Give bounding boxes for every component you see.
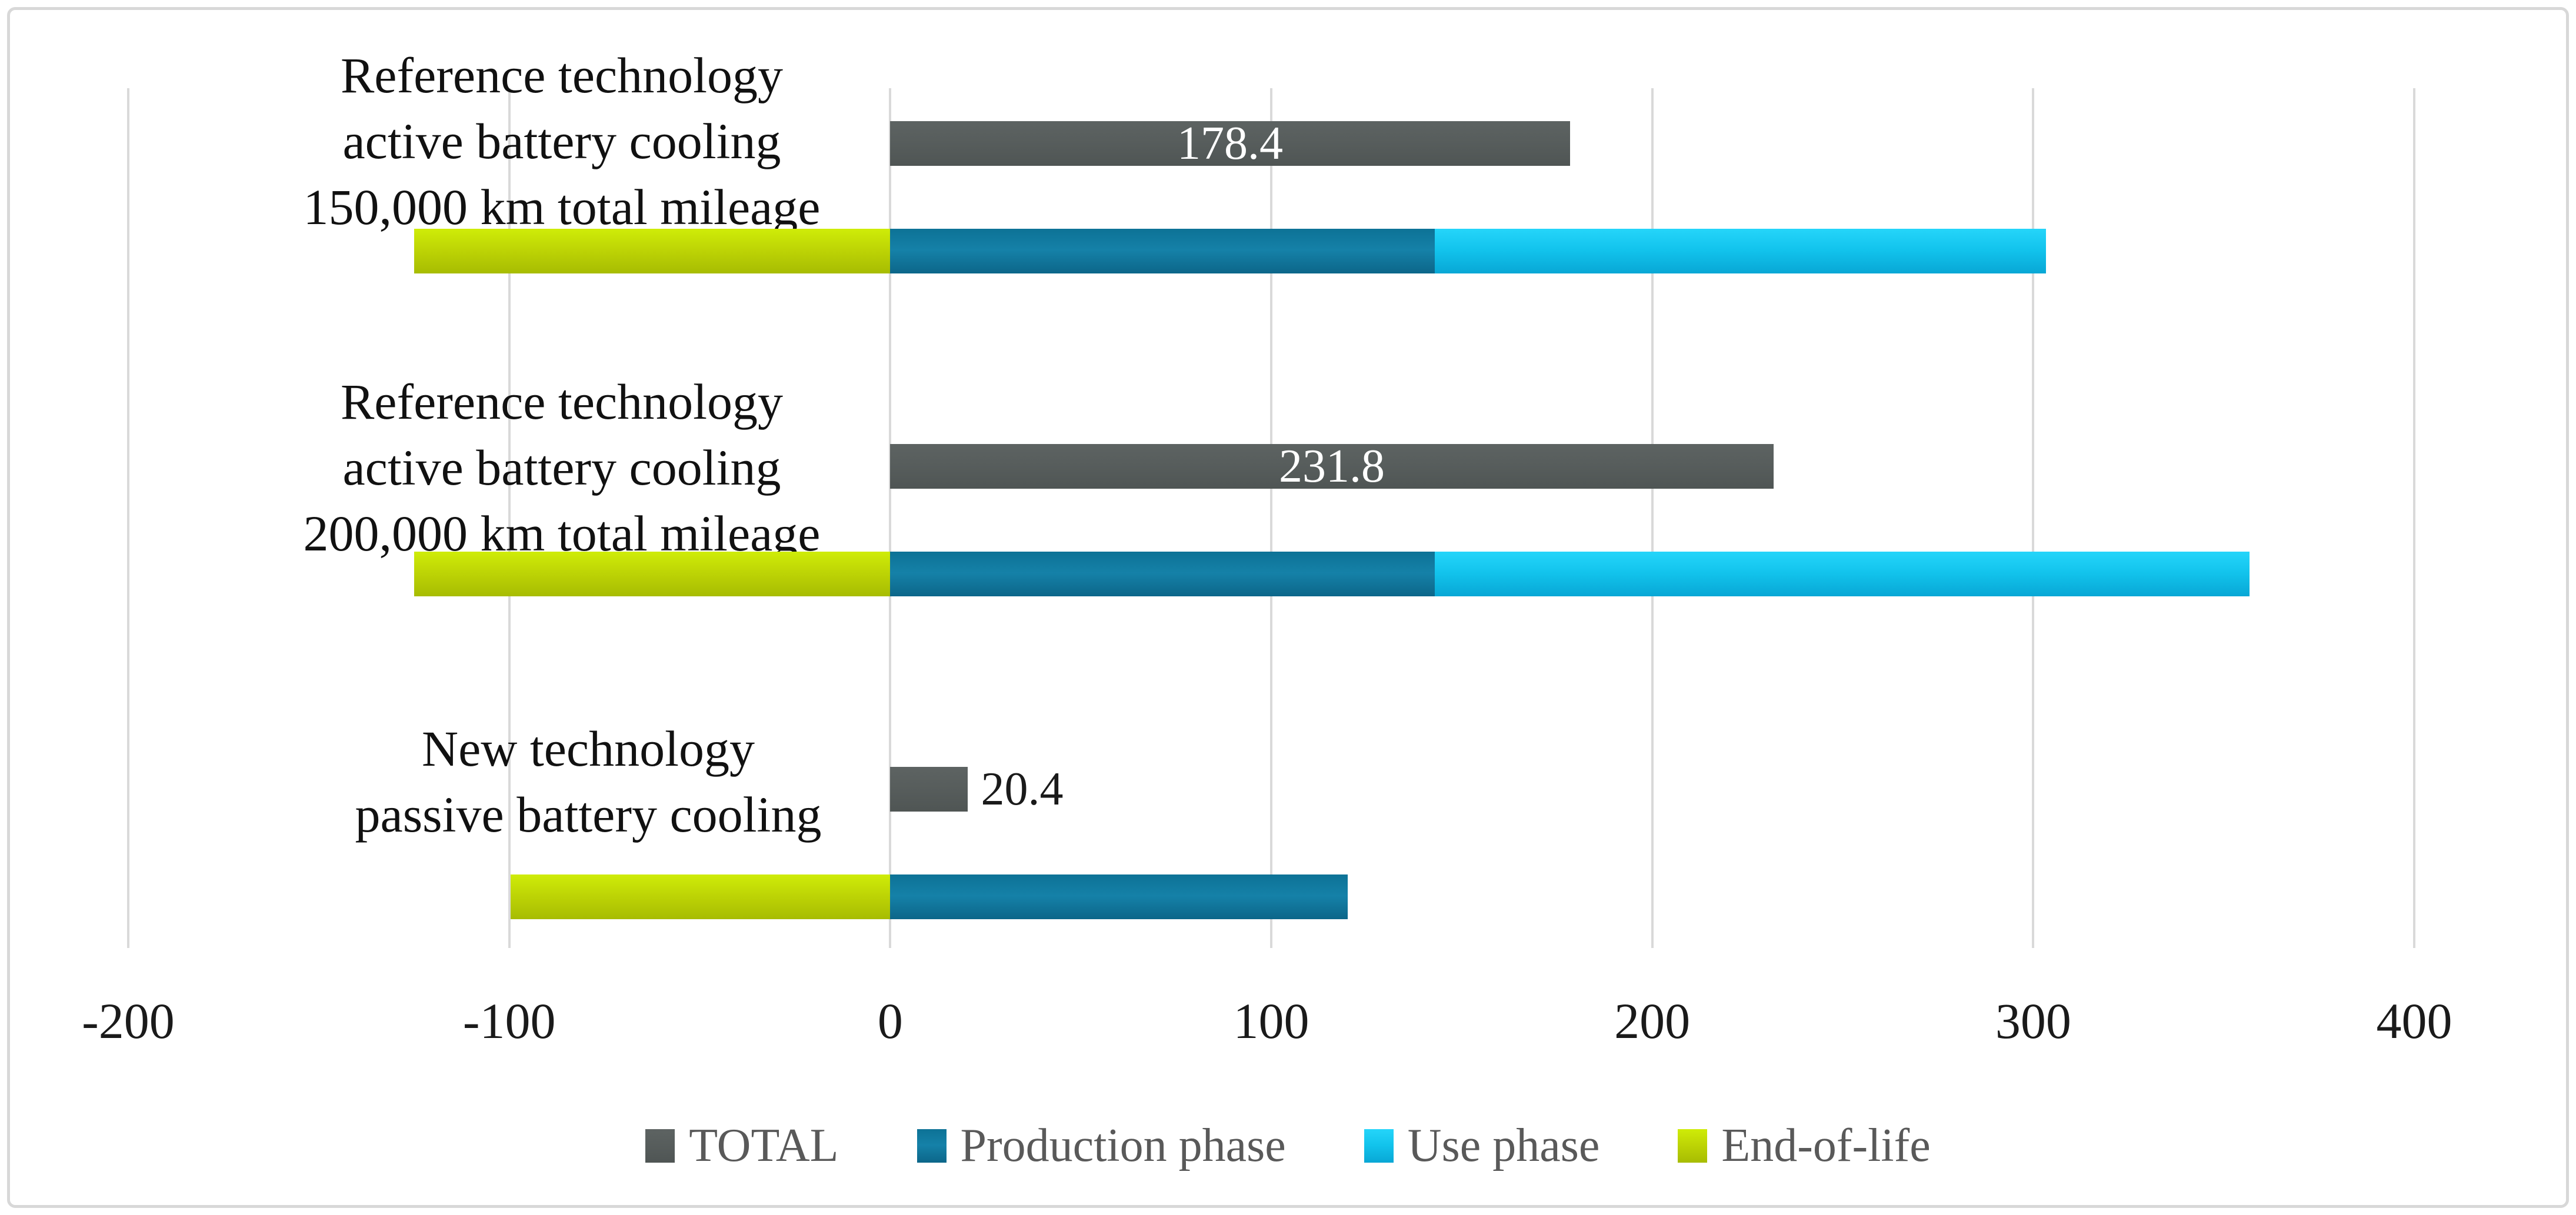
- x-tick--100: -100: [462, 993, 556, 1049]
- x-tick--200: -200: [82, 993, 175, 1049]
- x-tick-300: 300: [1995, 993, 2071, 1049]
- x-tick-0: 0: [877, 993, 903, 1049]
- category-label-line: active battery cooling: [342, 113, 781, 169]
- gridline--100: [508, 88, 511, 948]
- legend-label-end-of-life: End-of-life: [1721, 1119, 1931, 1171]
- legend-swatch-end-of-life: [1678, 1129, 1708, 1163]
- category-label-1: Reference technology active battery cooli…: [91, 42, 1032, 240]
- category-label-line: active battery cooling: [342, 439, 781, 496]
- use-phase-bar: [1435, 552, 2250, 596]
- gridline-400: [2413, 88, 2415, 948]
- production-phase-bar: [890, 552, 1435, 596]
- end-of-life-bar: [511, 874, 891, 919]
- legend-item-use-phase: Use phase: [1364, 1119, 1600, 1173]
- x-tick-200: 200: [1614, 993, 1691, 1049]
- use-phase-bar: [1435, 229, 2047, 273]
- category-label-line: 150,000 km total mileage: [303, 179, 821, 235]
- total-value-label: 178.4: [1177, 118, 1284, 169]
- legend-swatch-production-phase: [917, 1129, 947, 1163]
- category-label-3: New technology passive battery cooling: [118, 716, 1059, 847]
- gridline-200: [1651, 88, 1654, 948]
- legend-item-production-phase: Production phase: [917, 1119, 1286, 1173]
- category-label-line: Reference technology: [340, 373, 784, 430]
- gridline-0: [889, 88, 892, 948]
- gridline--200: [127, 88, 129, 948]
- category-label-line: Reference technology: [340, 47, 784, 104]
- legend-label-total: TOTAL: [689, 1119, 839, 1171]
- total-value-label: 20.4: [981, 763, 1064, 815]
- legend-label-use-phase: Use phase: [1407, 1119, 1600, 1171]
- production-phase-bar: [890, 229, 1435, 273]
- gridline-300: [2032, 88, 2035, 948]
- total-bar: [890, 444, 1774, 489]
- total-value-label: 231.8: [1278, 440, 1385, 492]
- chart-frame: [7, 7, 2569, 1208]
- legend-swatch-total: [645, 1129, 675, 1163]
- production-phase-bar: [890, 874, 1348, 919]
- legend-swatch-use-phase: [1364, 1129, 1394, 1163]
- x-tick-400: 400: [2376, 993, 2452, 1049]
- total-bar: [890, 767, 968, 812]
- gridline-100: [1270, 88, 1272, 948]
- x-tick-100: 100: [1233, 993, 1309, 1049]
- end-of-life-bar: [414, 229, 891, 273]
- category-label-line: passive battery cooling: [355, 786, 822, 843]
- legend: TOTAL Production phase Use phase End-of-lif…: [0, 1110, 2576, 1181]
- total-bar: [890, 121, 1570, 166]
- legend-label-production-phase: Production phase: [960, 1119, 1286, 1171]
- end-of-life-bar: [414, 552, 891, 596]
- legend-item-total: TOTAL: [645, 1119, 839, 1173]
- legend-item-end-of-life: End-of-life: [1678, 1119, 1931, 1173]
- category-label-line: New technology: [421, 720, 755, 777]
